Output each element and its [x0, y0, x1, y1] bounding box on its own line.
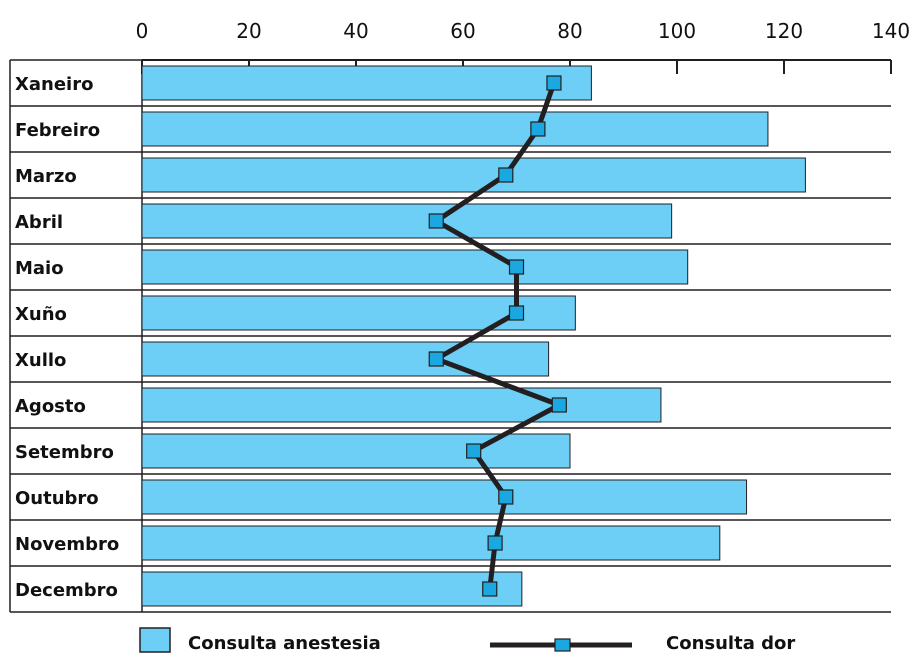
category-label: Maio: [15, 258, 64, 279]
x-tick-label: 120: [765, 19, 803, 43]
legend-marker-dor: [554, 638, 571, 652]
bar: [141, 65, 592, 101]
category-label: Xaneiro: [15, 74, 93, 95]
bar: [141, 479, 748, 515]
bar: [141, 433, 571, 469]
x-tick-label: 40: [343, 19, 368, 43]
line-point: [482, 581, 498, 597]
category-label: Marzo: [15, 166, 77, 187]
line-point: [530, 121, 546, 137]
category-label: Xullo: [15, 350, 66, 371]
category-label: Decembro: [15, 580, 118, 601]
bar: [141, 111, 769, 147]
x-tick-label: 80: [557, 19, 582, 43]
category-label: Outubro: [15, 488, 99, 509]
legend-label-dor: Consulta dor: [666, 633, 795, 654]
line-path: [433, 82, 562, 590]
category-rows: Xaneiro Febreiro Marzo Abril Maio Xuño Xullo Ag…: [9, 59, 891, 613]
line-point: [498, 489, 514, 505]
category-label: Agosto: [15, 396, 86, 417]
line-series: [428, 75, 567, 597]
category-label: Setembro: [15, 442, 114, 463]
bar: [141, 157, 806, 193]
bar: [141, 571, 523, 607]
legend-swatch-anestesia: [139, 627, 171, 653]
line-point: [508, 259, 525, 275]
line-point: [428, 351, 444, 367]
bar-series: [141, 65, 806, 607]
x-tick-label: 20: [236, 19, 261, 43]
x-tick-label: 140: [872, 19, 910, 43]
x-tick-label: 0: [136, 19, 149, 43]
line-point: [551, 397, 567, 413]
legend: Consulta anestesia Consulta dor: [139, 627, 795, 654]
line-point: [546, 75, 562, 91]
x-tick-label: 100: [658, 19, 696, 43]
line-point: [498, 167, 514, 183]
line-point: [428, 213, 444, 229]
category-label: Xuño: [15, 304, 67, 325]
legend-label-anestesia: Consulta anestesia: [188, 633, 381, 654]
bar: [141, 295, 576, 331]
bar: [141, 525, 721, 561]
category-label: Abril: [15, 212, 63, 233]
x-tick-label: 60: [450, 19, 475, 43]
category-label: Novembro: [15, 534, 119, 555]
line-point: [487, 535, 503, 551]
line-point: [508, 305, 525, 321]
bar: [141, 341, 550, 377]
bar: [141, 203, 673, 239]
category-label: Febreiro: [15, 120, 100, 141]
line-point: [466, 443, 482, 459]
bar: [141, 387, 662, 423]
bar: [141, 249, 689, 285]
